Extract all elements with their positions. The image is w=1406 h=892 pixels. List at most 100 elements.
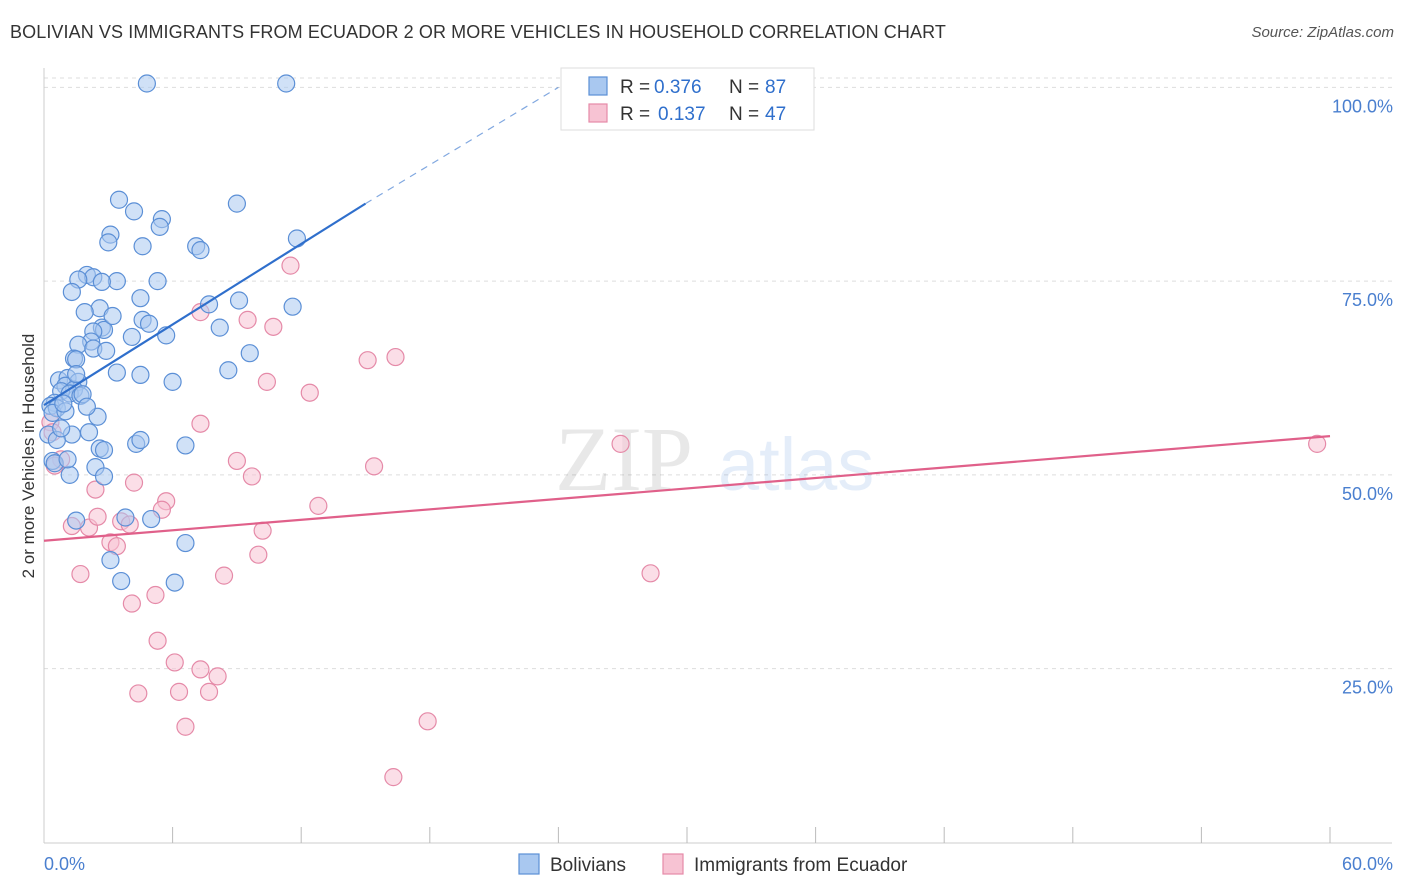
point-bolivians [52, 419, 71, 438]
point-bolivians [67, 511, 86, 530]
point-bolivians [62, 282, 81, 302]
point-ecuador [358, 351, 377, 370]
point-ecuador [208, 667, 227, 686]
point-bolivians [107, 363, 126, 382]
point-ecuador [214, 566, 234, 585]
point-ecuador [309, 496, 328, 515]
point-bolivians [287, 229, 307, 248]
legend-swatch-bolivians [588, 76, 608, 96]
point-bolivians [148, 272, 167, 291]
point-bolivians [283, 297, 302, 316]
point-ecuador [227, 451, 246, 471]
point-bolivians [219, 361, 238, 380]
point-ecuador [191, 660, 210, 679]
point-bolivians [229, 291, 249, 310]
bottom-legend-swatch-ecuador [662, 853, 684, 875]
x-tick-label-min: 0.0% [44, 854, 85, 874]
point-bolivians [277, 74, 296, 93]
legend-n-label-ecuador: N = [729, 104, 759, 125]
bottom-legend: Bolivians Immigrants from Ecuador [518, 853, 908, 876]
point-ecuador [281, 256, 300, 275]
point-bolivians [240, 344, 259, 363]
point-bolivians [103, 306, 122, 326]
point-ecuador [86, 480, 105, 499]
point-bolivians [60, 465, 79, 484]
legend-n-value-ecuador: 47 [765, 104, 786, 125]
point-bolivians [75, 303, 94, 322]
legend-r-value-bolivians: 0.376 [654, 77, 702, 98]
y-tick-label: 75.0% [1342, 290, 1393, 310]
legend-r-label-bolivians: R = [620, 77, 650, 98]
point-ecuador [165, 653, 184, 672]
legend-n-value-bolivians: 87 [765, 77, 786, 98]
point-bolivians [77, 397, 96, 416]
point-ecuador [88, 507, 107, 526]
point-ecuador [1308, 434, 1327, 453]
gridlines [44, 77, 1392, 670]
bottom-legend-swatch-bolivians [518, 853, 540, 875]
point-bolivians [137, 74, 156, 93]
point-ecuador [169, 682, 189, 701]
point-ecuador [148, 631, 167, 650]
y-axis-title: 2 or more Vehicles in Household [19, 334, 38, 579]
point-bolivians [112, 571, 131, 591]
point-bolivians [176, 436, 195, 455]
point-bolivians [109, 190, 129, 209]
point-bolivians [191, 241, 210, 260]
point-bolivians [210, 318, 229, 337]
point-ecuador [364, 457, 384, 476]
point-ecuador [146, 585, 165, 605]
point-bolivians [58, 450, 77, 469]
point-ecuador [418, 712, 437, 731]
point-bolivians [79, 423, 99, 442]
trend-line-bolivians [43, 202, 367, 407]
legend-r-label-ecuador: R = [620, 104, 650, 125]
point-ecuador [249, 545, 268, 564]
point-bolivians [142, 509, 161, 529]
point-bolivians [176, 533, 195, 553]
y-tick-label: 25.0% [1342, 678, 1393, 698]
point-ecuador [257, 372, 277, 391]
chart-source: Source: ZipAtlas.com [1251, 24, 1394, 41]
point-ecuador [191, 414, 210, 433]
point-ecuador [129, 684, 148, 703]
point-bolivians [101, 551, 120, 570]
point-bolivians [94, 440, 114, 460]
y-tick-labels: 25.0% 50.0% 75.0% 100.0% [1332, 96, 1393, 697]
point-bolivians [124, 202, 144, 221]
bottom-legend-label-ecuador: Immigrants from Ecuador [694, 855, 908, 876]
point-ecuador [122, 594, 141, 613]
bottom-legend-label-bolivians: Bolivians [550, 855, 626, 876]
point-ecuador [300, 383, 319, 402]
point-bolivians [97, 341, 116, 360]
series-bolivians-points [39, 74, 307, 592]
point-ecuador [264, 317, 283, 336]
series-ecuador-points [41, 256, 1327, 787]
point-bolivians [122, 327, 141, 347]
y-tick-label: 50.0% [1342, 484, 1393, 504]
point-ecuador [176, 717, 195, 736]
point-ecuador [124, 473, 144, 492]
point-bolivians [67, 365, 86, 384]
point-bolivians [99, 233, 118, 252]
x-minor-ticks [172, 827, 1331, 843]
watermark-zip: ZIP [555, 408, 693, 510]
trend-line-bolivians-extension [365, 86, 559, 205]
point-ecuador [238, 310, 257, 329]
trend-lines [43, 86, 1331, 542]
watermark: ZIP atlas [555, 408, 874, 510]
chart-title: BOLIVIAN VS IMMIGRANTS FROM ECUADOR 2 OR… [10, 22, 946, 42]
point-bolivians [133, 237, 152, 256]
legend-box: R = 0.376 N = 87 R = 0.137 N = 47 [560, 67, 815, 131]
legend-n-label-bolivians: N = [729, 77, 759, 98]
y-tick-label: 100.0% [1332, 96, 1393, 116]
legend-swatch-ecuador [588, 103, 608, 123]
x-tick-label-max: 60.0% [1342, 854, 1393, 874]
point-ecuador [199, 682, 219, 701]
point-ecuador [71, 564, 90, 584]
point-bolivians [131, 289, 150, 308]
point-bolivians [163, 372, 182, 391]
point-ecuador [253, 521, 272, 540]
point-bolivians [131, 430, 150, 450]
